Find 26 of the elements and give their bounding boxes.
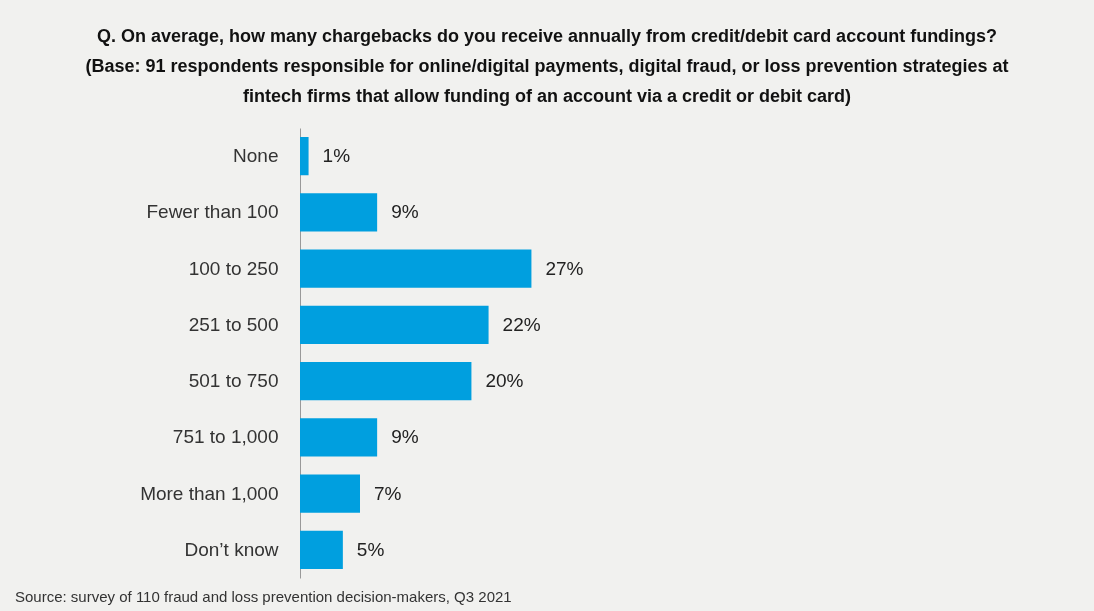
bar bbox=[300, 137, 309, 176]
chart-title: Q. On average, how many chargebacks do you receive annually from credit/debit card account fundings? (Base: 91 respondents responsible for online/digital payments, digital fraud, or loss prevention strategies at fintech firms that allow funding of an account via a credit or debit card) bbox=[85, 26, 1009, 106]
bar bbox=[300, 249, 532, 288]
bar bbox=[300, 193, 378, 232]
y-tick-label: More than 1,000 bbox=[140, 482, 279, 504]
data-label: 27% bbox=[545, 257, 584, 279]
bar bbox=[300, 362, 472, 401]
data-label: 5% bbox=[356, 538, 385, 560]
bar bbox=[300, 418, 378, 457]
data-label: 9% bbox=[391, 426, 419, 448]
data-label: 1% bbox=[322, 145, 351, 167]
bar bbox=[300, 305, 489, 344]
y-tick-label: 100 to 250 bbox=[188, 257, 279, 279]
data-label: 22% bbox=[502, 313, 541, 335]
data-label: 20% bbox=[485, 370, 524, 392]
data-label: 9% bbox=[391, 201, 419, 223]
y-tick-label: Don’t know bbox=[184, 538, 279, 560]
y-tick-label: None bbox=[233, 145, 279, 167]
y-tick-label: 751 to 1,000 bbox=[172, 426, 279, 448]
bar bbox=[300, 474, 360, 513]
source-note: Source: survey of 110 fraud and loss prevention decision-makers, Q3 2021 bbox=[15, 588, 512, 605]
bar bbox=[300, 530, 343, 569]
y-tick-label: 501 to 750 bbox=[188, 370, 279, 392]
y-tick-label: Fewer than 100 bbox=[146, 201, 279, 223]
y-tick-label: 251 to 500 bbox=[188, 313, 279, 335]
data-label: 7% bbox=[374, 482, 402, 504]
